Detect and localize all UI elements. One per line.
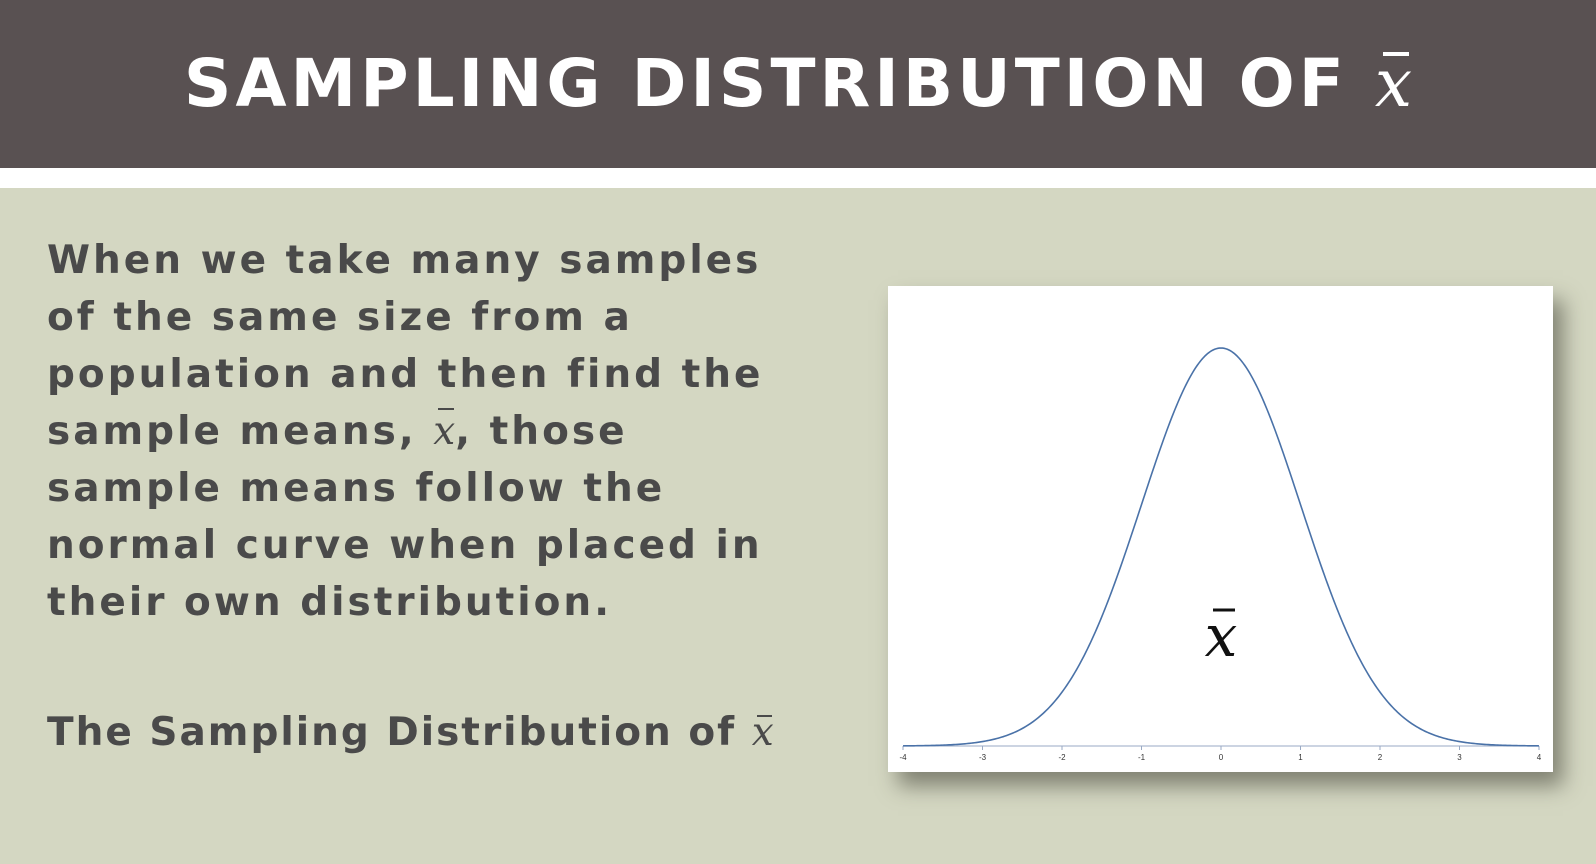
x-tick-label: -3	[979, 753, 987, 762]
slide-title-text: SAMPLING DISTRIBUTION OF	[183, 44, 1348, 122]
title-bar: SAMPLING DISTRIBUTION OF x	[0, 0, 1596, 168]
x-tick-label: 2	[1378, 753, 1383, 762]
x-tick-label: -2	[1058, 753, 1066, 762]
body-paragraph: When we take many samples of the same si…	[47, 232, 807, 631]
normal-curve-chart: -4 -3 -2 -1 0 1 2 3 4 x	[888, 286, 1553, 772]
x-tick-label: 3	[1457, 753, 1462, 762]
x-bar-symbol: x	[433, 403, 455, 460]
curve-label-text: x	[1205, 602, 1238, 670]
x-tick-label: -4	[899, 753, 907, 762]
body-text-part-1: When we take many samples of the same si…	[47, 238, 764, 454]
normal-curve	[902, 347, 1540, 747]
curve-x-bar-label: x	[1205, 602, 1238, 670]
x-tick-label: 1	[1298, 753, 1303, 762]
body-text-part-2: , those sample means follow the normal c…	[47, 409, 763, 625]
subtitle-text: The Sampling Distribution of	[47, 710, 737, 755]
chart-svg: -4 -3 -2 -1 0 1 2 3 4 x	[899, 347, 1542, 762]
x-tick-label: 4	[1537, 753, 1542, 762]
x-bar-symbol: x	[751, 710, 774, 755]
divider-stripe	[0, 168, 1596, 188]
x-tick-label: -1	[1138, 753, 1146, 762]
subtitle: The Sampling Distribution of x	[47, 710, 774, 755]
x-tick-label: 0	[1219, 753, 1224, 762]
x-bar-symbol: x	[1374, 44, 1413, 122]
slide-title: SAMPLING DISTRIBUTION OF x	[184, 45, 1412, 122]
